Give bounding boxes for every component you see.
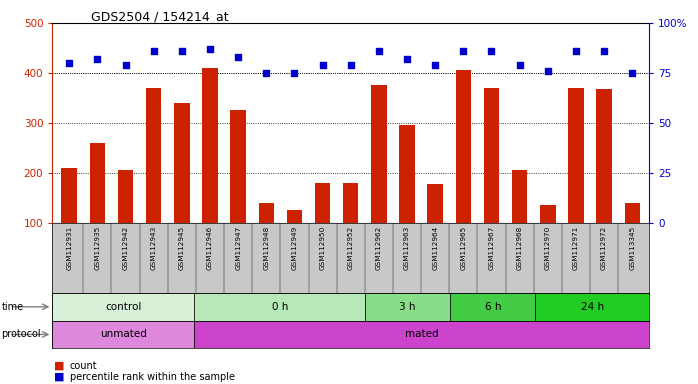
Point — [92, 56, 103, 62]
Text: 6 h: 6 h — [484, 302, 501, 312]
Point — [373, 48, 385, 54]
Text: ■: ■ — [54, 361, 64, 371]
Bar — [202, 68, 218, 223]
Point — [317, 62, 328, 68]
Bar — [484, 88, 499, 223]
Bar — [427, 184, 443, 223]
Text: GSM112931: GSM112931 — [66, 225, 72, 270]
Text: 3 h: 3 h — [399, 302, 416, 312]
Text: ■: ■ — [54, 372, 64, 382]
Point — [64, 60, 75, 66]
Bar — [315, 183, 330, 223]
Point — [261, 70, 272, 76]
Bar — [89, 143, 105, 223]
Text: percentile rank within the sample: percentile rank within the sample — [70, 372, 235, 382]
Text: unmated: unmated — [100, 329, 147, 339]
Text: GSM112970: GSM112970 — [545, 225, 551, 270]
Point — [401, 56, 413, 62]
Text: mated: mated — [405, 329, 438, 339]
Text: GSM112962: GSM112962 — [376, 225, 382, 270]
Point — [570, 48, 581, 54]
Bar — [365, 293, 450, 321]
Text: GSM112968: GSM112968 — [517, 225, 523, 270]
Bar — [61, 168, 77, 223]
Bar — [118, 170, 133, 223]
Bar — [535, 293, 649, 321]
Bar — [568, 88, 584, 223]
Bar — [625, 203, 640, 223]
Point — [486, 48, 497, 54]
Point — [177, 48, 188, 54]
Text: GDS2504 / 154214_at: GDS2504 / 154214_at — [91, 10, 228, 23]
Text: GSM112949: GSM112949 — [292, 225, 297, 270]
Bar — [540, 205, 556, 223]
Text: GSM112972: GSM112972 — [601, 225, 607, 270]
Text: GSM112948: GSM112948 — [263, 225, 269, 270]
Text: control: control — [105, 302, 142, 312]
Point — [232, 54, 244, 60]
Bar — [230, 111, 246, 223]
Point — [598, 48, 609, 54]
Point — [148, 48, 159, 54]
Bar — [371, 86, 387, 223]
Bar — [174, 103, 190, 223]
Point — [289, 70, 300, 76]
Text: GSM112963: GSM112963 — [404, 225, 410, 270]
Point — [120, 62, 131, 68]
Point — [429, 62, 440, 68]
Text: GSM112947: GSM112947 — [235, 225, 241, 270]
Bar — [52, 321, 195, 348]
Text: 24 h: 24 h — [581, 302, 604, 312]
Text: protocol: protocol — [1, 329, 41, 339]
Bar — [195, 293, 365, 321]
Text: GSM112943: GSM112943 — [151, 225, 156, 270]
Bar — [399, 125, 415, 223]
Text: GSM112952: GSM112952 — [348, 225, 354, 270]
Bar — [596, 89, 612, 223]
Text: GSM112946: GSM112946 — [207, 225, 213, 270]
Text: GSM112967: GSM112967 — [489, 225, 494, 270]
Point — [542, 68, 554, 74]
Point — [458, 48, 469, 54]
Text: GSM112971: GSM112971 — [573, 225, 579, 270]
Point — [345, 62, 356, 68]
Text: GSM112935: GSM112935 — [94, 225, 101, 270]
Bar — [146, 88, 161, 223]
Text: count: count — [70, 361, 98, 371]
Text: GSM112950: GSM112950 — [320, 225, 325, 270]
Bar — [343, 183, 359, 223]
Bar — [450, 293, 535, 321]
Text: GSM112942: GSM112942 — [123, 225, 128, 270]
Bar — [512, 170, 528, 223]
Bar — [456, 71, 471, 223]
Bar — [258, 203, 274, 223]
Bar — [52, 293, 195, 321]
Bar — [195, 321, 649, 348]
Text: GSM112965: GSM112965 — [461, 225, 466, 270]
Point — [514, 62, 525, 68]
Point — [627, 70, 638, 76]
Text: GSM113345: GSM113345 — [630, 225, 635, 270]
Text: GSM112964: GSM112964 — [432, 225, 438, 270]
Bar — [287, 210, 302, 223]
Text: GSM112945: GSM112945 — [179, 225, 185, 270]
Text: 0 h: 0 h — [272, 302, 288, 312]
Point — [205, 46, 216, 52]
Text: time: time — [1, 302, 24, 312]
